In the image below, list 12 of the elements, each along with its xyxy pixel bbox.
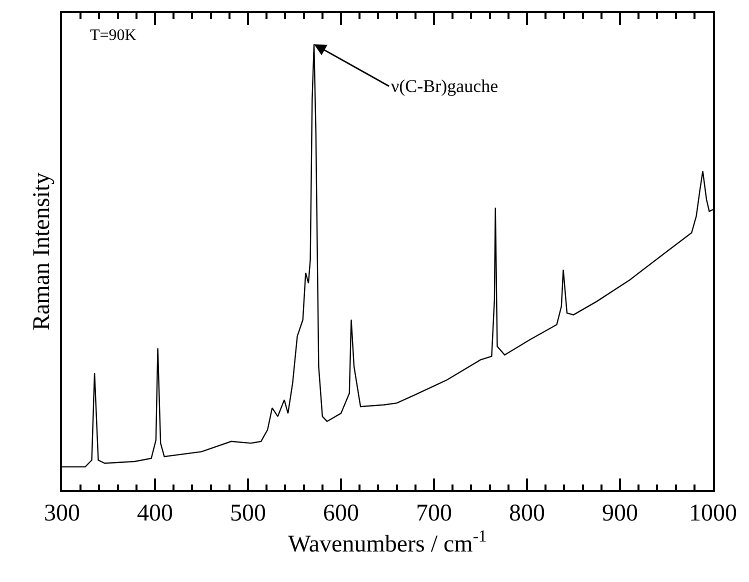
annotation: ν(C-Br)gauche bbox=[391, 76, 498, 96]
x-tick-label: 600 bbox=[323, 500, 359, 527]
x-tick-label: 400 bbox=[137, 500, 173, 527]
x-tick-label: 700 bbox=[416, 500, 452, 527]
x-tick-label: 500 bbox=[230, 500, 266, 527]
x-axis-title: Wavenumbers / cm$^{-1}$ bbox=[288, 526, 487, 558]
y-axis-title: Raman Intensity bbox=[28, 172, 55, 330]
x-tick-label: 1000 bbox=[689, 500, 737, 527]
x-tick-label: 300 bbox=[44, 500, 80, 527]
text: T=90K bbox=[90, 27, 137, 44]
x-tick-label: 800 bbox=[509, 500, 545, 527]
x-tick-label: 900 bbox=[602, 500, 638, 527]
